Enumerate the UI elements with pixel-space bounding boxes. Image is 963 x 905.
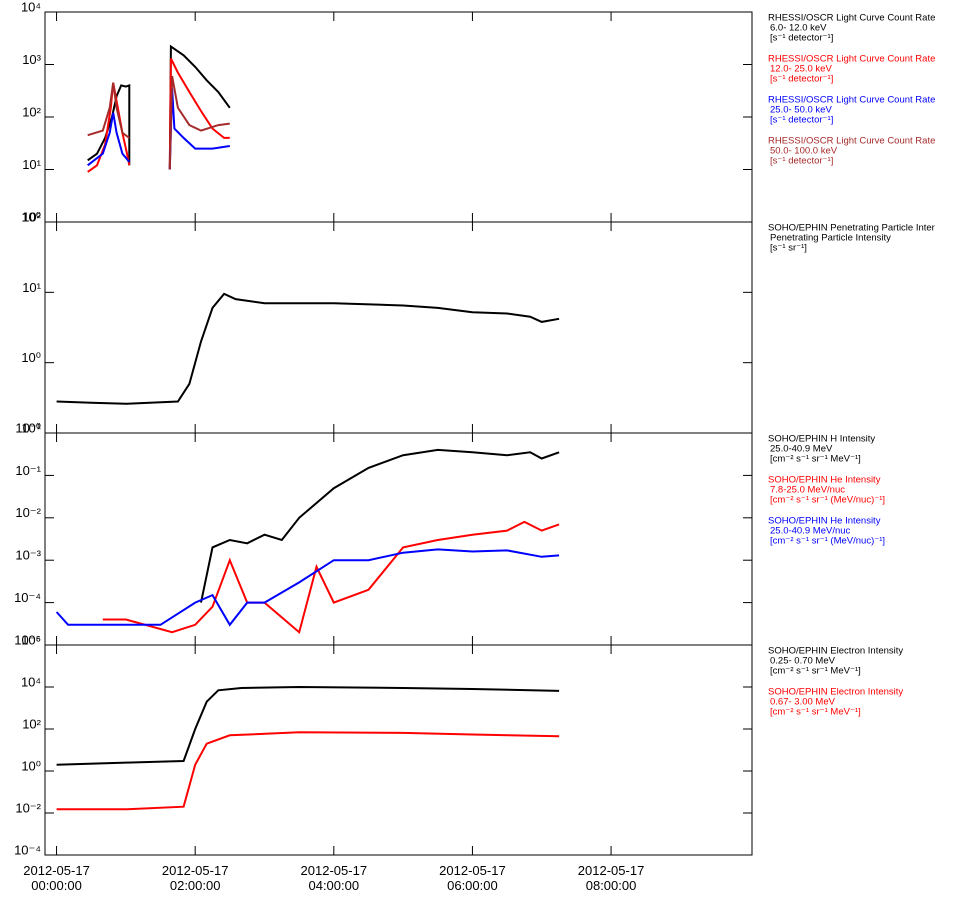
y-tick-label: 10⁻¹ bbox=[15, 420, 41, 435]
panel-frame bbox=[44, 644, 753, 856]
series-line bbox=[56, 292, 560, 405]
y-tick-label: 10⁰ bbox=[21, 209, 41, 224]
legend-units: [cm⁻² s⁻¹ sr⁻¹ (MeV/nuc)⁻¹] bbox=[770, 536, 885, 547]
panel-frame bbox=[44, 221, 753, 434]
series-line bbox=[55, 548, 560, 627]
legend-name: SOHO/EPHIN He Intensity bbox=[768, 475, 881, 486]
x-tick-label: 2012-05-17 08:00:00 bbox=[577, 863, 645, 893]
legend-units: [s⁻¹ detector⁻¹] bbox=[770, 74, 833, 85]
y-tick-label: 10⁻² bbox=[15, 505, 41, 520]
y-tick-label: 10⁰ bbox=[21, 420, 41, 435]
y-tick-label: 10⁻² bbox=[15, 800, 41, 815]
y-tick-label: 10² bbox=[22, 209, 41, 224]
legend-name: RHESSI/OSCR Light Curve Count Rate bbox=[768, 13, 935, 24]
y-tick-label: 10⁴ bbox=[21, 674, 41, 689]
series-line bbox=[56, 731, 560, 811]
legend-name: SOHO/EPHIN Electron Intensity bbox=[768, 687, 903, 698]
series-line bbox=[102, 520, 560, 634]
legend-name: SOHO/EPHIN Penetrating Particle Inter bbox=[768, 223, 935, 234]
panel-frame bbox=[44, 11, 753, 223]
legend-units: [cm⁻² s⁻¹ sr⁻¹ (MeV/nuc)⁻¹] bbox=[770, 495, 885, 506]
series-line bbox=[56, 685, 560, 766]
legend-label: 0.25- 0.70 MeV bbox=[770, 656, 836, 667]
legend-name: SOHO/EPHIN H Intensity bbox=[768, 434, 875, 445]
y-tick-label: 10⁻⁴ bbox=[14, 842, 41, 857]
y-tick-label: 10⁻¹ bbox=[15, 463, 41, 478]
y-tick-label: 10² bbox=[22, 104, 41, 119]
panel-frame bbox=[44, 432, 753, 646]
x-tick-label: 2012-05-17 02:00:00 bbox=[161, 863, 229, 893]
legend-units: [cm⁻² s⁻¹ sr⁻¹ MeV⁻¹] bbox=[770, 454, 861, 465]
legend-label: 7.8-25.0 MeV/nuc bbox=[770, 485, 845, 496]
legend-units: [cm⁻² s⁻¹ sr⁻¹ MeV⁻¹] bbox=[770, 666, 861, 677]
y-tick-label: 10⁶ bbox=[21, 632, 41, 647]
y-tick-label: 10⁻⁵ bbox=[14, 632, 41, 647]
y-tick-label: 10⁴ bbox=[21, 0, 41, 14]
legend-label: 25.0-40.9 MeV/nuc bbox=[770, 526, 851, 537]
x-tick-label: 2012-05-17 00:00:00 bbox=[23, 863, 90, 893]
x-tick-label: 2012-05-17 06:00:00 bbox=[439, 863, 506, 893]
y-tick-label: 10⁻⁴ bbox=[14, 590, 41, 605]
legend-label: 6.0- 12.0 keV bbox=[770, 23, 827, 34]
legend-name: SOHO/EPHIN He Intensity bbox=[768, 516, 881, 527]
legend-label: 50.0- 100.0 keV bbox=[770, 146, 838, 157]
x-tick-label: 2012-05-17 04:00:00 bbox=[300, 863, 368, 893]
y-tick-label: 10¹ bbox=[22, 157, 41, 172]
y-tick-label: 10¹ bbox=[22, 280, 41, 295]
legend-units: [s⁻¹ detector⁻¹] bbox=[770, 115, 833, 126]
legend-name: RHESSI/OSCR Light Curve Count Rate bbox=[768, 95, 935, 106]
legend-name: RHESSI/OSCR Light Curve Count Rate bbox=[768, 54, 935, 65]
legend-name: SOHO/EPHIN Electron Intensity bbox=[768, 646, 903, 657]
series-line bbox=[87, 75, 230, 170]
legend-label: Penetrating Particle Intensity bbox=[770, 233, 891, 244]
legend-name: RHESSI/OSCR Light Curve Count Rate bbox=[768, 136, 935, 147]
legend-units: [s⁻¹ sr⁻¹] bbox=[770, 243, 807, 254]
legend-label: 25.0- 50.0 keV bbox=[770, 105, 832, 116]
legend-label: 25.0-40.9 MeV bbox=[770, 444, 833, 455]
series-line bbox=[200, 448, 560, 603]
y-tick-label: 10⁰ bbox=[21, 758, 41, 773]
y-tick-label: 10² bbox=[22, 716, 41, 731]
legend-units: [s⁻¹ detector⁻¹] bbox=[770, 156, 833, 167]
y-tick-label: 10³ bbox=[22, 52, 41, 67]
legend-label: 0.67- 3.00 MeV bbox=[770, 697, 836, 708]
legend-units: [cm⁻² s⁻¹ sr⁻¹ MeV⁻¹] bbox=[770, 707, 861, 718]
legend-label: 12.0- 25.0 keV bbox=[770, 64, 832, 75]
legend-units: [s⁻¹ detector⁻¹] bbox=[770, 33, 833, 44]
y-tick-label: 10⁻³ bbox=[15, 548, 41, 563]
y-tick-label: 10⁰ bbox=[21, 350, 41, 365]
series-line bbox=[87, 58, 230, 173]
